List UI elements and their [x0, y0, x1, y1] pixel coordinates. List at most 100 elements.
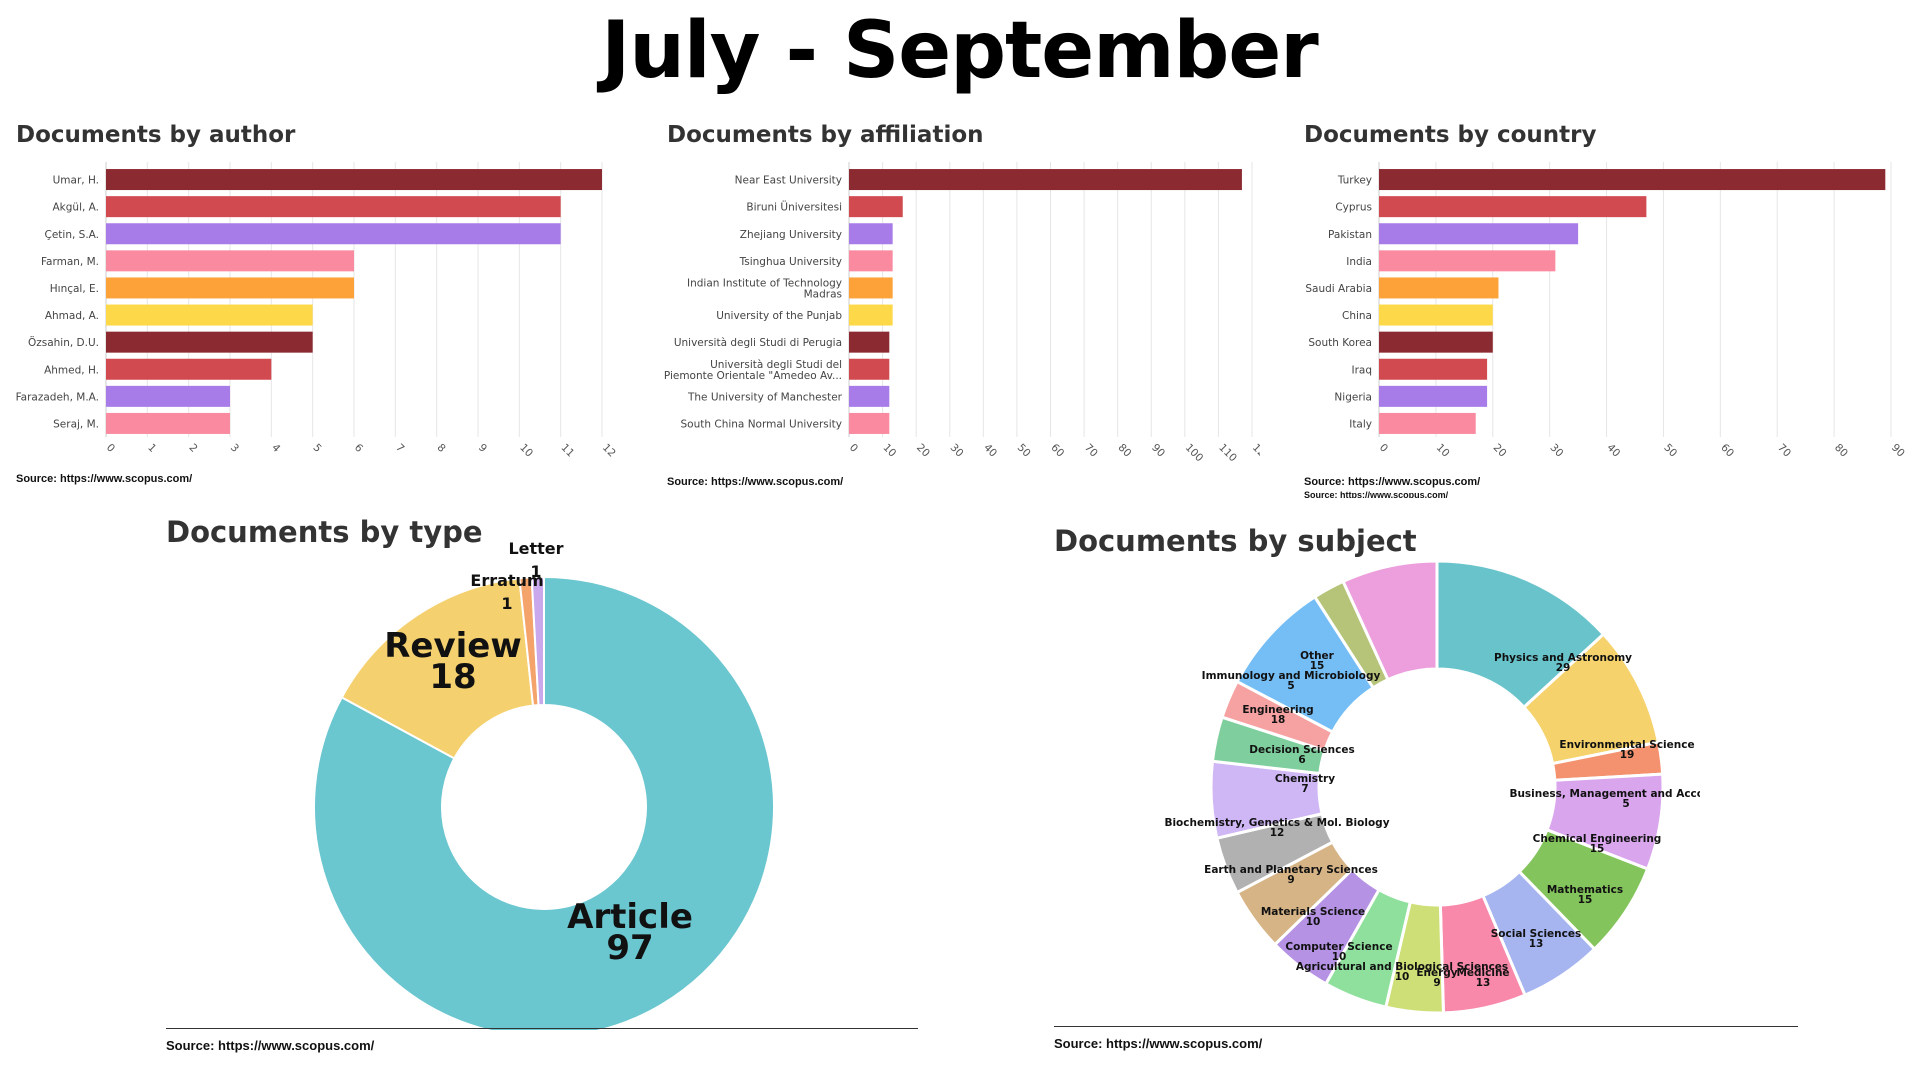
subject-slice — [1341, 559, 1439, 682]
subject-slice-label: Immunology and Microbiology — [1202, 670, 1381, 682]
country-category-label: Pakistan — [1328, 229, 1372, 241]
subject-slice-label: Biochemistry, Genetics & Mol. Biology — [1164, 817, 1389, 829]
author-tick-label: 8 — [435, 442, 448, 455]
author-bar — [106, 250, 354, 272]
author-tick-label: 3 — [228, 442, 241, 455]
author-tick-label: 11 — [559, 442, 577, 460]
country-bar — [1379, 250, 1556, 272]
affiliation-tick-label: 0 — [847, 442, 860, 455]
subject-slice-label: Physics and Astronomy — [1494, 652, 1632, 664]
subject-slice-value: 18 — [1271, 714, 1286, 726]
affiliation-bar — [849, 250, 893, 272]
country-bar — [1379, 412, 1476, 434]
country-category-label: Italy — [1349, 418, 1372, 430]
country-source: Source: https://www.scopus.com/ — [1304, 476, 1481, 488]
author-category-label: Özsahin, D.U. — [28, 336, 99, 349]
subject-slice-label: Materials Science — [1261, 906, 1365, 918]
country-category-label: Turkey — [1337, 175, 1372, 187]
country-category-label: South Korea — [1308, 337, 1372, 349]
author-bar — [106, 223, 561, 245]
subject-chart-title: Documents by subject — [1054, 524, 1417, 558]
subject-slice-value: 15 — [1590, 843, 1605, 855]
country-bar — [1379, 169, 1886, 191]
affiliation-tick-label: 120 — [1250, 442, 1260, 465]
author-tick-label: 1 — [145, 442, 158, 455]
author-tick-label: 5 — [311, 442, 324, 455]
type-slice-label: Erratum — [470, 571, 543, 590]
subject-slice-label: Environmental Science — [1559, 739, 1694, 751]
country-category-label: Saudi Arabia — [1305, 283, 1372, 295]
subject-slice-label: Earth and Planetary Sciences — [1204, 864, 1378, 876]
affiliation-bar — [849, 196, 903, 218]
author-source: Source: https://www.scopus.com/ — [16, 473, 193, 485]
country-bar — [1379, 331, 1493, 353]
type-chart-title: Documents by type — [166, 515, 483, 549]
subject-slice-label: Chemical Engineering — [1533, 833, 1662, 845]
author-category-label: Umar, H. — [53, 175, 99, 187]
author-bar — [106, 277, 354, 299]
author-category-label: Ahmed, H. — [44, 364, 99, 376]
affiliation-tick-label: 50 — [1015, 442, 1033, 460]
affiliation-bar — [849, 358, 890, 380]
affiliation-category-label: The University of Manchester — [687, 391, 843, 403]
country-bar — [1379, 223, 1579, 245]
author-bar — [106, 412, 230, 434]
type-slice-value: 18 — [429, 657, 476, 697]
affiliation-bar — [849, 223, 893, 245]
affiliation-tick-label: 20 — [914, 442, 932, 460]
country-bar — [1379, 358, 1488, 380]
country-source-repeat: Source: https://www.scopus.com/ — [1304, 490, 1449, 498]
subject-source: Source: https://www.scopus.com/ — [1054, 1036, 1263, 1051]
affiliation-bar-chart: 0 10 20 30 40 50 60 70 80 90 100 110 120 Near East Un… — [664, 162, 1260, 465]
country-tick-label: 10 — [1434, 442, 1452, 460]
subject-slice-value: 5 — [1287, 680, 1294, 692]
affiliation-tick-label: 100 — [1183, 442, 1206, 465]
country-bar — [1379, 277, 1499, 299]
affiliation-tick-label: 60 — [1048, 442, 1066, 460]
affiliation-source: Source: https://www.scopus.com/ — [667, 476, 844, 488]
author-chart-title: Documents by author — [16, 122, 296, 148]
author-tick-label: 10 — [517, 442, 535, 460]
author-bar — [106, 169, 602, 191]
author-tick-label: 12 — [600, 442, 618, 460]
subject-slice-value: 13 — [1529, 938, 1544, 950]
affiliation-bar — [849, 385, 890, 407]
subject-divider — [1054, 1026, 1798, 1027]
subject-slice-value: 10 — [1332, 951, 1347, 963]
author-category-label: Farman, M. — [41, 256, 99, 268]
country-category-label: Cyprus — [1335, 202, 1372, 214]
country-bar — [1379, 385, 1488, 407]
affiliation-category-label: Zhejiang University — [740, 229, 842, 241]
affiliation-tick-label: 80 — [1116, 442, 1134, 460]
affiliation-tick-label: 10 — [880, 442, 898, 460]
type-source: Source: https://www.scopus.com/ — [166, 1038, 375, 1053]
country-tick-label: 70 — [1775, 442, 1793, 460]
affiliation-category-label: Madras — [804, 288, 842, 300]
subject-slice-label: Mathematics — [1547, 884, 1623, 896]
subject-slice-label: Other — [1300, 650, 1335, 662]
affiliation-category-label: Università degli Studi del — [710, 359, 842, 371]
author-bar — [106, 358, 272, 380]
affiliation-bar — [849, 277, 893, 299]
type-slice — [340, 577, 535, 760]
country-category-label: China — [1342, 310, 1372, 322]
author-category-label: Akgül, A. — [52, 202, 99, 214]
affiliation-category-label: Indian Institute of Technology — [687, 277, 842, 289]
country-category-label: Nigeria — [1334, 391, 1372, 403]
subject-slice-label: Medicine — [1456, 967, 1509, 979]
affiliation-category-label: University of the Punjab — [716, 310, 842, 322]
affiliation-category-label: Università degli Studi di Perugia — [674, 337, 842, 349]
subject-slice-value: 15 — [1578, 894, 1593, 906]
subject-slice-label: Computer Science — [1285, 941, 1392, 953]
subject-slice-label: Engineering — [1242, 704, 1313, 716]
author-tick-label: 4 — [269, 442, 282, 455]
affiliation-tick-label: 90 — [1149, 442, 1167, 460]
author-tick-label: 7 — [393, 442, 406, 455]
author-tick-label: 9 — [476, 442, 489, 455]
country-tick-label: 40 — [1604, 442, 1622, 460]
type-slice-value: 97 — [606, 928, 653, 968]
country-tick-label: 50 — [1661, 442, 1679, 460]
affiliation-bar — [849, 304, 893, 326]
